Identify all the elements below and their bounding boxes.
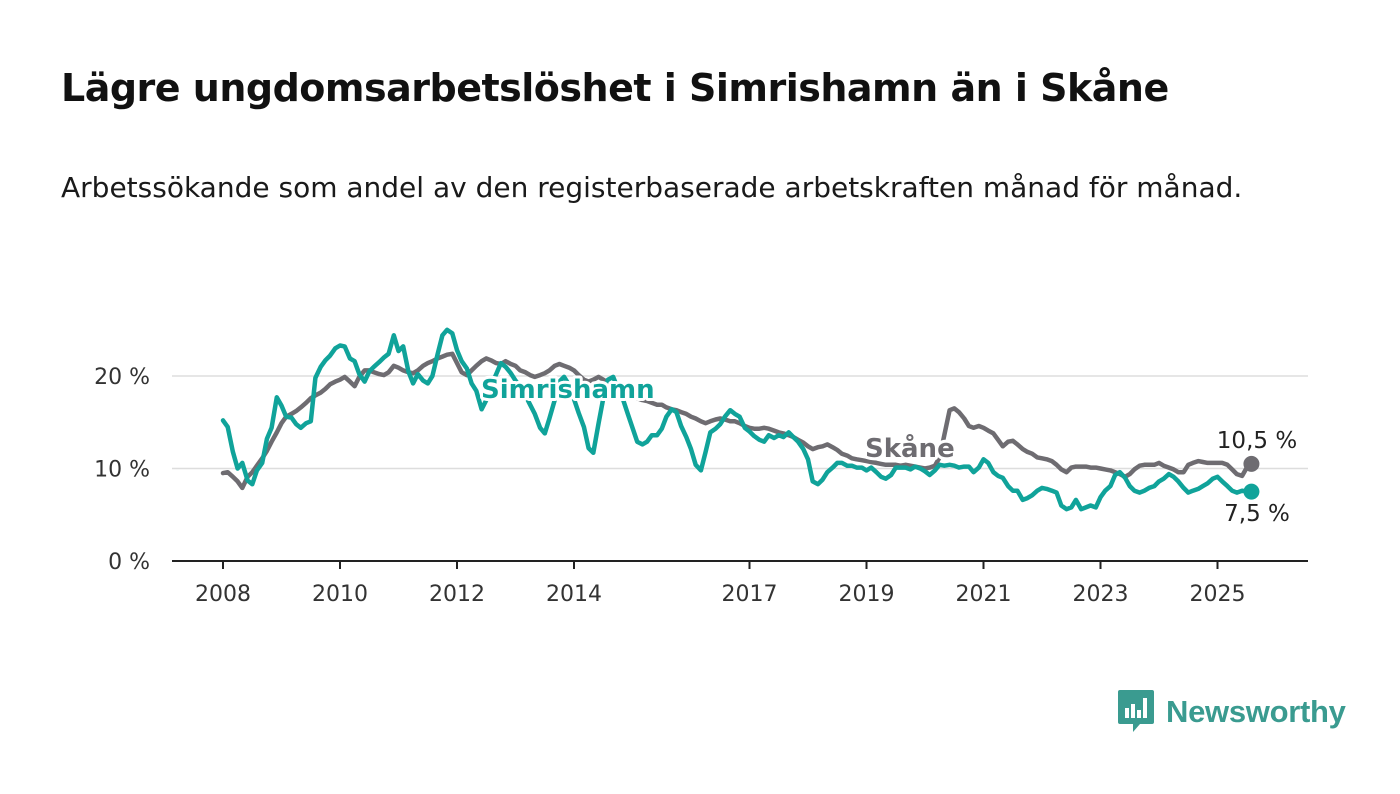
y-tick-label: 10 % xyxy=(94,458,150,483)
x-tick-label: 2010 xyxy=(312,582,368,607)
brand-name: Newsworthy xyxy=(1166,694,1346,729)
y-tick-labels: 0 % 10 % 20 % xyxy=(94,365,150,575)
series-labels: Simrishamn Skåne 10,5 % 7,5 % xyxy=(478,372,1300,530)
newsworthy-logo-icon xyxy=(1118,690,1154,732)
series-name-simrishamn: Simrishamn xyxy=(481,375,655,405)
x-tick-label: 2019 xyxy=(839,582,895,607)
x-tick-label: 2012 xyxy=(429,582,485,607)
series-line-simrishamn xyxy=(220,327,1254,512)
chart-title: Lägre ungdomsarbetslöshet i Simrishamn ä… xyxy=(61,66,1169,110)
x-tick-label: 2008 xyxy=(195,582,251,607)
x-tick-label: 2014 xyxy=(546,582,602,607)
end-point-simrishamn xyxy=(1243,483,1260,500)
y-tick-label: 0 % xyxy=(108,550,150,575)
end-point-skane xyxy=(1243,455,1260,472)
x-tick-label: 2023 xyxy=(1073,582,1129,607)
end-value-label-simrishamn: 7,5 % xyxy=(1224,501,1290,527)
x-tick-label: 2017 xyxy=(722,582,778,607)
x-tick-label: 2025 xyxy=(1190,582,1246,607)
newsworthy-brand: Newsworthy xyxy=(1118,690,1346,734)
x-tick-label: 2021 xyxy=(956,582,1012,607)
y-tick-label: 20 % xyxy=(94,365,150,390)
series-line-skane xyxy=(220,351,1254,491)
x-tick-labels: 2008 2010 2012 2014 2017 2019 2021 2023 2025 xyxy=(195,561,1246,607)
series-lines xyxy=(220,327,1260,512)
end-value-label-skane: 10,5 % xyxy=(1217,428,1297,454)
series-name-skane: Skåne xyxy=(865,432,955,464)
chart-subtitle: Arbetssökande som andel av den registerb… xyxy=(61,171,1243,204)
